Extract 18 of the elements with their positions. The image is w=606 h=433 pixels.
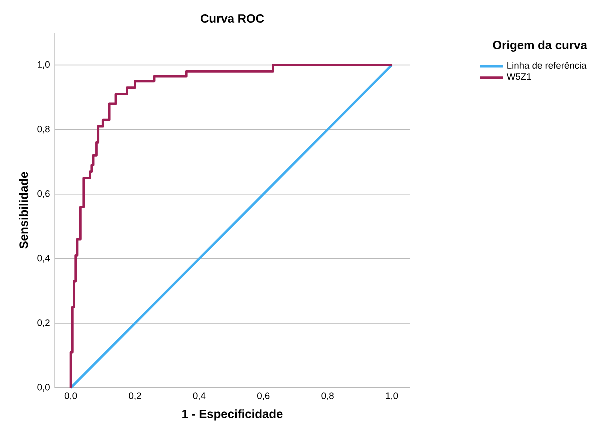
y-tick-label: 0,6 [38, 190, 50, 198]
y-tick-label: 0,8 [38, 126, 50, 134]
x-axis-title: 1 - Especificidade [182, 410, 283, 421]
x-tick-label: 0,2 [129, 392, 142, 400]
x-tick-label: 0,8 [322, 392, 334, 400]
y-tick-label: 0,0 [38, 384, 50, 392]
x-tick-label: 0,0 [64, 392, 78, 400]
x-tick-label: 1,0 [386, 392, 398, 400]
y-tick-label: 0,4 [38, 255, 50, 263]
y-tick-label: 1,0 [38, 61, 50, 70]
legend-title: Origem da curva [493, 40, 588, 52]
legend-label: Linha de referência [508, 62, 587, 69]
y-tick-label: 0,2 [38, 320, 50, 328]
y-axis-title: Sensibilidade [19, 172, 28, 249]
x-tick-label: 0,4 [193, 392, 206, 400]
chart-title: Curva ROC [201, 14, 264, 23]
legend-label: W5Z1 [506, 74, 532, 80]
x-tick-label: 0,6 [258, 392, 270, 400]
